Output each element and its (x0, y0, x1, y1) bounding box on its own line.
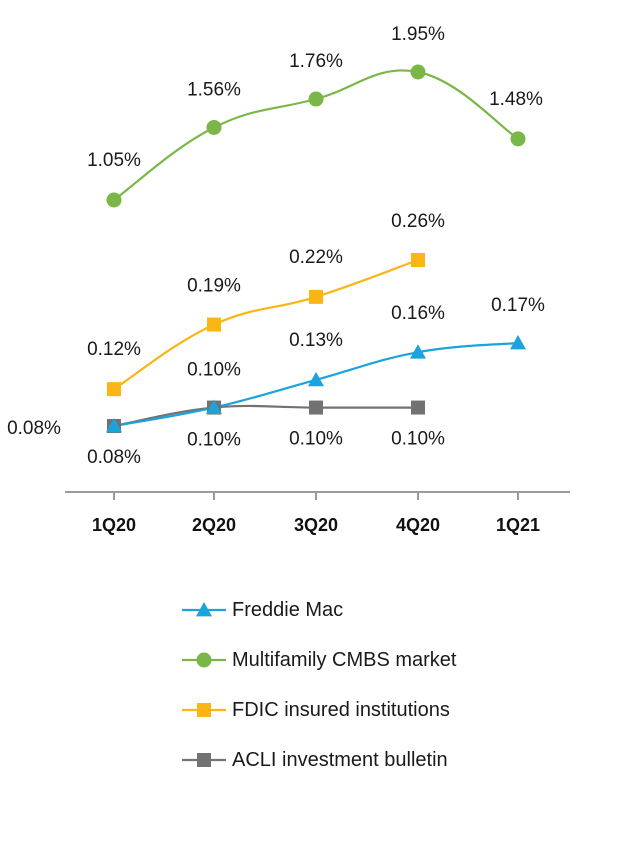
data-label-multifamily-cmbs-market: 1.48% (489, 89, 543, 110)
legend-label: Multifamily CMBS market (232, 648, 457, 671)
data-label-fdic-insured-institutions: 0.26% (391, 211, 445, 232)
data-point-acli-investment-bulletin (411, 400, 425, 415)
data-point-freddie-mac (106, 418, 122, 433)
data-label-multifamily-cmbs-market: 1.05% (87, 150, 141, 171)
x-tick-label: 1Q21 (496, 515, 540, 535)
data-point-multifamily-cmbs-market (106, 192, 122, 208)
data-label-fdic-insured-institutions: 0.12% (87, 339, 141, 360)
legend-swatch-fdic-insured-institutions (182, 703, 226, 717)
series-line-acli-investment-bulletin (113, 404, 418, 428)
legend-swatch-acli-investment-bulletin (182, 753, 226, 767)
data-point-freddie-mac (510, 335, 526, 350)
series-line-multifamily-cmbs-market (113, 69, 519, 201)
data-point-freddie-mac (206, 399, 222, 414)
data-point-multifamily-cmbs-market (510, 131, 526, 147)
series-line-fdic-insured-institutions (113, 258, 419, 391)
data-label-fdic-insured-institutions: 0.22% (289, 247, 343, 268)
legend-item-fdic-insured-institutions: FDIC insured institutions (182, 685, 602, 735)
x-tick-label: 2Q20 (192, 515, 236, 535)
x-axis-ticks: 1Q20 2Q20 3Q20 4Q20 1Q21 (92, 492, 540, 535)
data-label-freddie-mac: 0.13% (289, 330, 343, 351)
data-label-freddie-mac: 0.16% (391, 303, 445, 324)
legend-label: Freddie Mac (232, 598, 344, 621)
x-tick-label: 3Q20 (294, 515, 338, 535)
data-labels: 0.08% 0.10% 0.10% 0.10% 0.08% 0.10% 0.13% 0.16%… (7, 24, 545, 468)
legend-marker (197, 753, 211, 767)
data-label-multifamily-cmbs-market: 1.56% (187, 79, 241, 100)
data-label-acli-investment-bulletin: 0.10% (289, 429, 343, 450)
legend-label: ACLI investment bulletin (232, 748, 448, 771)
data-point-fdic-insured-institutions (411, 253, 425, 267)
data-point-freddie-mac (410, 344, 426, 359)
data-label-acli-investment-bulletin: 0.10% (391, 429, 445, 450)
data-label-fdic-insured-institutions: 0.19% (187, 276, 241, 297)
legend-swatch-multifamily-cmbs-market (182, 652, 226, 668)
legend-item-freddie-mac: Freddie Mac (182, 585, 602, 635)
legend-label: FDIC insured institutions (232, 698, 450, 721)
legend-marker (196, 602, 212, 617)
data-label-freddie-mac: 0.08% (7, 418, 61, 439)
data-point-multifamily-cmbs-market (308, 91, 324, 107)
data-point-multifamily-cmbs-market (206, 119, 222, 135)
data-point-acli-investment-bulletin (309, 400, 323, 415)
data-point-fdic-insured-institutions (309, 289, 323, 304)
data-point-fdic-insured-institutions (107, 382, 121, 397)
legend-marker (197, 703, 211, 717)
x-tick-label: 1Q20 (92, 515, 136, 535)
legend: Freddie Mac Multifamily CMBS market FDIC i… (182, 585, 602, 785)
legend-item-acli-investment-bulletin: ACLI investment bulletin (182, 735, 602, 785)
line-chart: 1Q20 2Q20 3Q20 4Q20 1Q21 0.08% 0.10% 0.10% 0.10… (7, 24, 570, 535)
data-point-multifamily-cmbs-market (410, 64, 426, 80)
data-label-freddie-mac: 0.10% (187, 430, 241, 451)
legend-swatch-freddie-mac (182, 602, 226, 617)
data-label-multifamily-cmbs-market: 1.76% (289, 51, 343, 72)
data-point-fdic-insured-institutions (207, 317, 221, 332)
data-point-freddie-mac (308, 371, 324, 387)
series-group (106, 64, 526, 433)
data-label-multifamily-cmbs-market: 1.95% (391, 24, 445, 45)
data-label-acli-investment-bulletin: 0.10% (187, 360, 241, 381)
legend-marker (196, 652, 212, 668)
legend-item-multifamily-cmbs-market: Multifamily CMBS market (182, 635, 602, 685)
x-tick-label: 4Q20 (396, 515, 440, 535)
data-label-acli-investment-bulletin: 0.08% (87, 447, 141, 468)
data-label-freddie-mac: 0.17% (491, 295, 545, 316)
